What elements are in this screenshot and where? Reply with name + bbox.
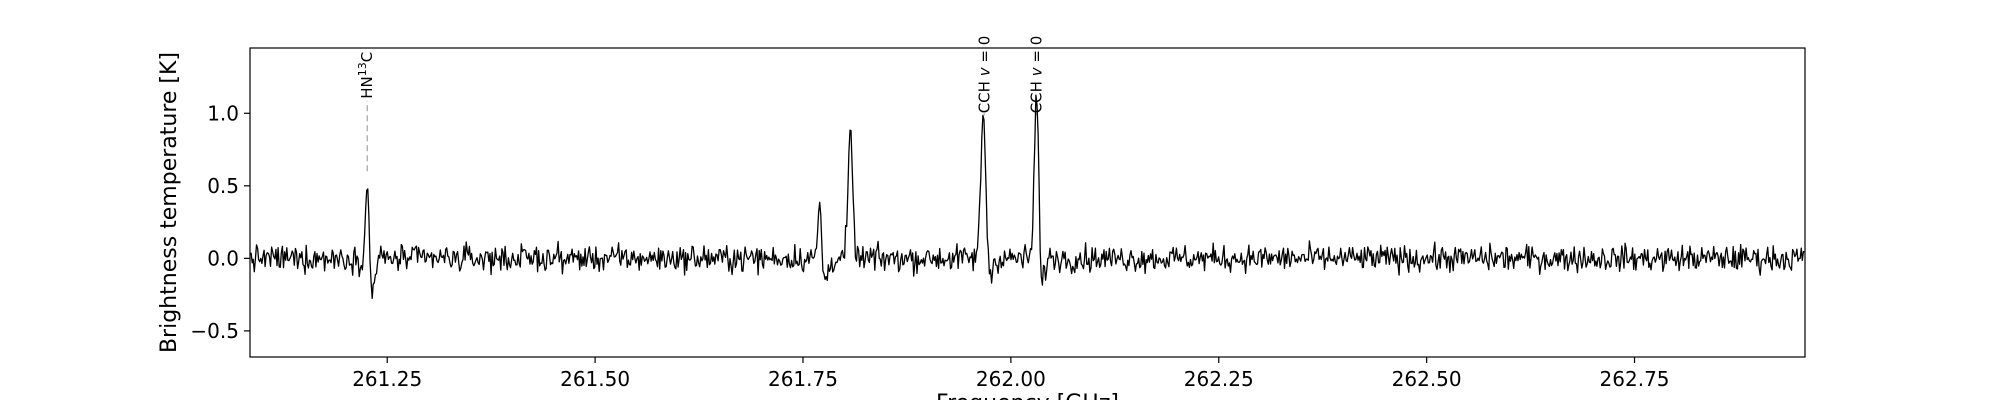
x-axis-ticks: 261.25 261.50 261.75 262.00 262.25 262.50 262.… (352, 357, 1670, 391)
y-tick-label: 0.0 (207, 246, 239, 270)
x-tick-label: 261.25 (352, 367, 422, 391)
line-label-main: HN (358, 76, 376, 99)
line-label: HN13C (356, 52, 376, 99)
x-tick-label: 262.00 (976, 367, 1046, 391)
x-tick-label: 262.50 (1392, 367, 1462, 391)
y-axis-title: Brightness temperature [K] (157, 52, 182, 353)
line-label-main: CCH (1028, 76, 1046, 113)
y-tick-label: 1.0 (207, 101, 239, 125)
y-tick-label: 0.5 (207, 174, 239, 198)
axes-frame (249, 47, 1806, 358)
line-label-superscript: 13 (356, 62, 369, 76)
x-tick-label: 262.75 (1600, 367, 1670, 391)
line-label-variable: v (1028, 66, 1046, 76)
line-label-tail: C (358, 52, 376, 62)
x-tick-label: 261.75 (768, 367, 838, 391)
line-label-tail: = 0 (975, 36, 993, 68)
line-label-variable: v (975, 66, 993, 76)
series-spectrum (249, 94, 1805, 300)
line-label-main: CCH (975, 76, 993, 113)
x-tick-label: 261.50 (560, 367, 630, 391)
line-label: CCH v = 0 (1028, 36, 1046, 114)
line-label: CCH v = 0 (975, 36, 993, 114)
x-tick-label: 262.25 (1184, 367, 1254, 391)
line-label-tail: = 0 (1028, 36, 1046, 68)
x-axis-title: Frequency [GHz] (936, 391, 1119, 400)
y-axis-ticks: −0.5 0.0 0.5 1.0 (190, 101, 250, 343)
y-tick-label: −0.5 (190, 319, 239, 343)
spectrum-line (249, 94, 1805, 300)
